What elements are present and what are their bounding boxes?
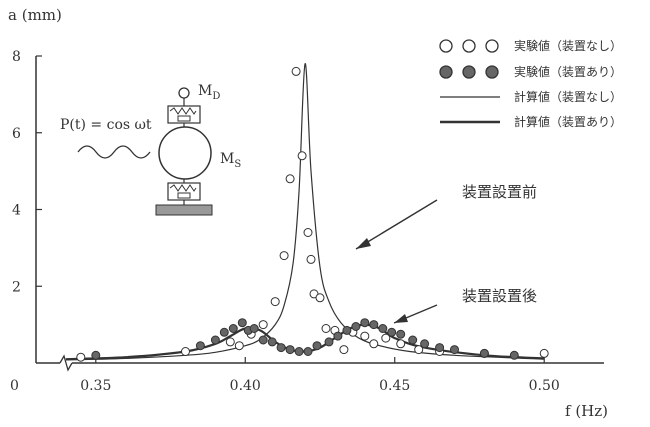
legend-label-calc-with: 計算値（装置あり） — [514, 114, 622, 129]
marker-exp-without-device — [315, 293, 325, 303]
marker-exp-without-device — [270, 297, 280, 307]
upper-spring-coil — [169, 107, 197, 115]
marker-exp-with-device — [210, 335, 220, 345]
legend-symbol-open-circle — [485, 39, 499, 53]
ms-subscript: S — [234, 159, 241, 170]
marker-exp-with-device — [420, 339, 430, 349]
marker-exp-without-device — [360, 331, 370, 341]
marker-exp-with-device — [285, 345, 295, 355]
marker-exp-with-device — [435, 343, 445, 353]
marker-exp-without-device — [339, 345, 349, 355]
marker-exp-without-device — [396, 339, 406, 349]
marker-exp-with-device — [324, 337, 334, 347]
annotation-after: 装置設置後 — [462, 287, 537, 305]
marker-exp-with-device — [276, 343, 286, 353]
marker-exp-without-device — [258, 320, 268, 330]
force-label: P(t) = cos ωt — [60, 117, 152, 133]
marker-exp-without-device — [539, 348, 549, 358]
marker-exp-with-device — [219, 327, 229, 337]
legend-symbol-open-circle — [439, 39, 453, 53]
marker-exp-without-device — [306, 254, 316, 264]
legend-symbol-filled-circle — [462, 65, 476, 79]
annotation-before-arrow — [355, 199, 438, 250]
tick-group: 0.35 0.40 0.45 0.50 2 4 6 8 — [12, 49, 560, 394]
marker-exp-with-device — [509, 350, 519, 360]
marker-exp-with-device — [237, 318, 247, 328]
x-tick-label: 0.40 — [230, 378, 261, 394]
marker-exp-with-device — [408, 335, 418, 345]
annotation-before: 装置設置前 — [462, 183, 537, 201]
marker-exp-without-device — [414, 345, 424, 355]
marker-exp-with-device — [303, 347, 313, 356]
y-axis-label: a (mm) — [8, 6, 62, 24]
marker-exp-with-device — [387, 327, 397, 337]
marker-exp-with-device — [249, 324, 259, 333]
structure-mass — [158, 126, 212, 180]
marker-exp-with-device — [479, 348, 489, 358]
marker-exp-without-device — [279, 251, 289, 261]
legend-label-exp-without: 実験値（装置なし） — [514, 38, 622, 53]
marker-exp-with-device — [369, 320, 379, 330]
x-tick-label: 0.50 — [529, 378, 560, 394]
marker-exp-with-device — [378, 324, 388, 333]
y-tick-label: 8 — [12, 49, 21, 65]
marker-exp-with-device — [351, 322, 361, 331]
marker-exp-with-device — [360, 318, 370, 328]
annotation-after-arrowhead — [394, 314, 408, 323]
marker-exp-with-device — [258, 335, 268, 345]
axis-break-mark — [59, 354, 73, 372]
y-tick-label: 6 — [12, 126, 21, 142]
lower-damper-piston — [177, 192, 191, 199]
marker-exp-with-device — [312, 341, 322, 351]
marker-exp-without-device — [321, 324, 331, 333]
marker-exp-without-device — [297, 151, 307, 161]
damper-mass — [178, 87, 190, 99]
marker-exp-without-device — [181, 347, 190, 356]
marker-exp-with-device — [294, 347, 304, 356]
y-tick-label: 4 — [12, 203, 21, 219]
legend-symbol-filled-circle — [485, 65, 499, 79]
marker-exp-without-device — [303, 228, 313, 237]
marker-exp-with-device — [342, 325, 352, 335]
md-label: MD — [198, 83, 220, 102]
marker-exp-with-device — [91, 350, 101, 360]
legend-label-calc-without: 計算値（装置なし） — [514, 89, 622, 104]
marker-exp-with-device — [333, 331, 343, 341]
legend: 実験値（装置なし） 実験値（装置あり） 計算値（装置なし） 計算値（装置あり） — [439, 38, 622, 129]
annotation-before-arrowhead — [356, 238, 371, 249]
curve-group — [65, 63, 545, 361]
marker-exp-without-device — [369, 339, 379, 349]
ms-label: MS — [220, 151, 241, 170]
md-subscript: D — [212, 91, 220, 102]
annotations: 装置設置前 装置設置後 — [355, 183, 537, 324]
marker-exp-with-device — [228, 324, 238, 333]
marker-exp-without-device — [76, 352, 86, 362]
inset-schematic: P(t) = cos ωt MD MS — [60, 83, 241, 216]
x-tick-label: 0.35 — [80, 378, 111, 394]
marker-exp-without-device — [285, 174, 295, 184]
y-tick-label: 2 — [12, 279, 21, 295]
marker-exp-without-device — [234, 341, 244, 351]
marker-exp-without-device — [291, 66, 301, 76]
x-tick-label-origin: 0 — [10, 378, 19, 394]
legend-label-exp-with: 実験値（装置あり） — [514, 64, 622, 79]
legend-symbol-open-circle — [462, 39, 476, 53]
calc-curve-without-device — [65, 63, 545, 361]
legend-symbol-filled-circle — [439, 65, 453, 79]
marker-exp-with-device — [267, 337, 277, 347]
ground-base — [155, 204, 213, 216]
marker-exp-with-device — [396, 329, 406, 339]
marker-exp-with-device — [450, 345, 459, 355]
marker-group — [76, 66, 549, 362]
upper-damper-piston — [177, 115, 191, 122]
marker-exp-without-device — [225, 337, 235, 347]
x-axis-label: f (Hz) — [565, 402, 608, 420]
marker-exp-with-device — [195, 341, 205, 351]
lower-spring-coil — [169, 184, 197, 192]
x-tick-label: 0.45 — [379, 378, 410, 394]
marker-exp-without-device — [381, 333, 391, 343]
legend-symbols — [439, 39, 500, 124]
force-wave — [77, 145, 151, 159]
